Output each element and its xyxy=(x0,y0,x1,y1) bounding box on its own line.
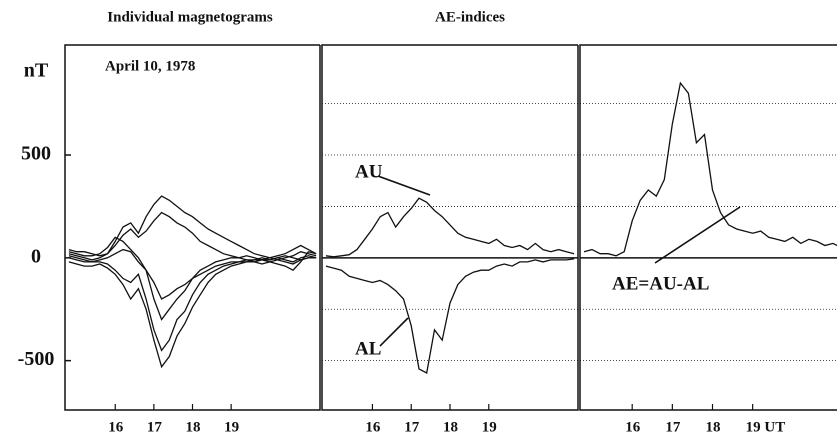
x-tick-label: 17 xyxy=(404,419,420,435)
leader-line xyxy=(379,317,409,347)
x-tick-label: 18 xyxy=(706,419,721,435)
data-line xyxy=(68,211,317,265)
annotation: AE=AU-AL xyxy=(612,273,709,294)
panel-frame xyxy=(64,44,321,411)
x-tick-label: 18 xyxy=(186,419,201,435)
data-line xyxy=(68,236,317,321)
data-line xyxy=(68,255,317,369)
data-line xyxy=(325,258,575,374)
panel-frame xyxy=(321,44,579,411)
x-tick-label: 16 xyxy=(365,419,381,435)
x-tick-label: 16 xyxy=(108,419,124,435)
y-axis-label: nT xyxy=(24,60,49,82)
panel-title: Individual magnetograms xyxy=(107,9,273,25)
data-line xyxy=(325,197,575,258)
y-tick-label: 0 xyxy=(31,245,41,267)
x-tick-label: 19 xyxy=(224,419,239,435)
leader-line xyxy=(654,206,741,264)
x-tick-label: 16 xyxy=(625,419,641,435)
data-line xyxy=(68,248,317,300)
y-tick-label: 500 xyxy=(21,143,51,165)
panel-title: AE-indices xyxy=(435,9,505,25)
y-tick-label: -500 xyxy=(18,348,55,370)
data-line xyxy=(583,81,837,257)
x-tick-label: 17 xyxy=(147,419,163,435)
annotation: AL xyxy=(355,338,381,359)
annotation: AU xyxy=(355,161,383,182)
leader-line xyxy=(377,175,431,196)
x-tick-label: 19 UT xyxy=(746,419,786,435)
x-tick-label: 19 xyxy=(482,419,497,435)
annotation: April 10, 1978 xyxy=(105,58,195,74)
data-line xyxy=(68,195,317,259)
x-tick-label: 17 xyxy=(665,419,681,435)
data-line xyxy=(68,255,317,352)
x-tick-label: 18 xyxy=(443,419,458,435)
